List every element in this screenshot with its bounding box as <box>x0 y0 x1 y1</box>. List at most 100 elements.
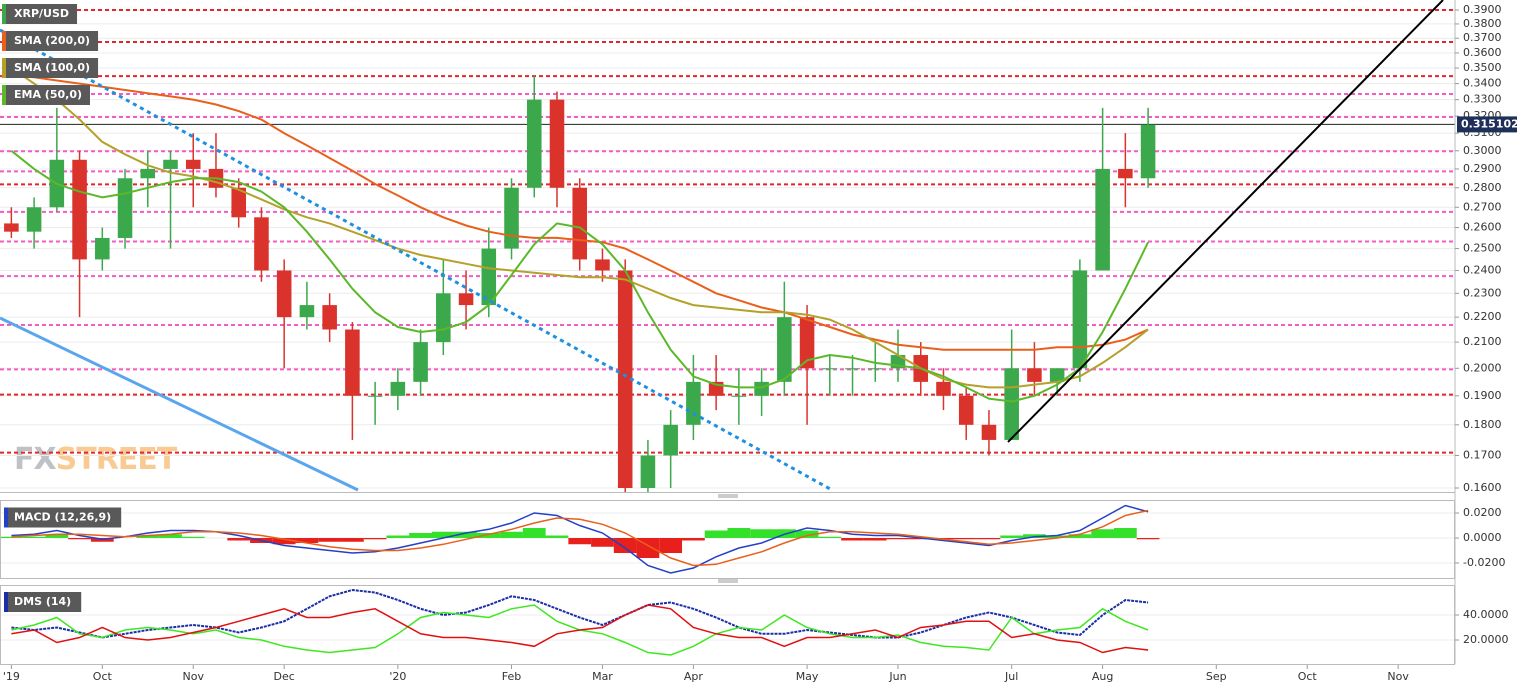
histogram-bar <box>45 534 69 538</box>
panel-title-box <box>4 507 122 528</box>
histogram-bar <box>591 538 614 547</box>
histogram-bar <box>409 533 432 538</box>
candle-body <box>367 395 383 397</box>
x-tick-label: Oct <box>1298 670 1318 683</box>
panel-title-label: DMS (14) <box>14 595 71 608</box>
legend-item: XRP/USD <box>2 4 78 24</box>
histogram-bar <box>0 536 23 538</box>
candle-body <box>799 317 815 369</box>
legend-swatch <box>2 58 6 78</box>
histogram-bar <box>750 529 773 538</box>
histogram-bar <box>704 530 728 538</box>
histogram-bar <box>1136 538 1160 540</box>
histogram-bar <box>363 538 387 540</box>
candle-body <box>731 395 747 397</box>
histogram-bar <box>477 533 501 538</box>
histogram-bar <box>977 538 1001 540</box>
trendlines <box>0 0 1444 492</box>
series-line <box>10 150 1149 403</box>
histogram-bar <box>1068 534 1092 538</box>
candle-body <box>436 293 451 343</box>
y-tick-label: 0.2700 <box>1463 200 1502 213</box>
y-tick-label: 0.3400 <box>1463 77 1502 90</box>
candle-body <box>1118 168 1133 179</box>
histogram-bar <box>545 535 569 538</box>
price-tag: 0.315102 <box>1457 116 1519 133</box>
panel-border <box>0 500 1455 579</box>
x-tick-label: Nov <box>183 670 205 683</box>
histogram-bar <box>227 538 251 541</box>
x-tick-label: '20 <box>389 670 406 683</box>
candle-body <box>867 368 883 370</box>
histogram-bar <box>318 538 342 542</box>
histogram-bar <box>727 528 751 538</box>
x-tick-label: Dec <box>274 670 295 683</box>
legend-box <box>2 31 99 51</box>
y-tick-label: 0.2800 <box>1463 181 1502 194</box>
candle-body <box>1140 124 1156 179</box>
histogram-bar <box>1045 535 1069 538</box>
x-tick-label: Mar <box>592 670 613 683</box>
legend-box <box>2 4 78 24</box>
candle-body <box>140 168 156 179</box>
trendline <box>0 316 359 492</box>
y-tick-label: 0.1800 <box>1463 418 1502 431</box>
candle-body <box>845 368 860 370</box>
panel-title-swatch <box>4 592 8 612</box>
candle-body <box>458 293 474 306</box>
series-line <box>11 504 1149 574</box>
candle-body <box>595 259 610 271</box>
y-tick-label: 0.3000 <box>1463 144 1502 157</box>
candle-body <box>185 159 201 169</box>
candle-body <box>572 187 588 260</box>
candle-body <box>276 270 292 318</box>
y-tick-label: 0.3600 <box>1463 46 1502 59</box>
series-line <box>11 588 1149 639</box>
candle-body <box>981 424 997 440</box>
y-tick-label: 0.2100 <box>1463 335 1502 348</box>
candle-body <box>1095 168 1110 271</box>
macd-panel <box>0 504 1455 574</box>
histogram-bar <box>1000 535 1024 538</box>
candle-body <box>1004 368 1019 440</box>
price-tag-label: 0.315102 <box>1461 117 1519 130</box>
legend-label: XRP/USD <box>14 7 69 20</box>
panel-title-label: MACD (12,26,9) <box>14 511 111 524</box>
candle-body <box>1049 368 1065 382</box>
watermark: FXSTREET <box>14 442 178 477</box>
y-tick-label: 0.0000 <box>1463 531 1502 544</box>
watermark-street: STREET <box>56 442 178 477</box>
candle-body <box>663 424 678 456</box>
histogram-bar <box>841 538 864 541</box>
candle-body <box>822 368 838 370</box>
candle-body <box>345 329 360 396</box>
y-tick-label: 0.3300 <box>1463 93 1502 106</box>
y-tick-label: 0.3900 <box>1463 3 1502 16</box>
x-tick-label: Aug <box>1092 670 1113 683</box>
candle-body <box>526 99 542 188</box>
dms-panel <box>0 588 1455 656</box>
y-tick-label: 20.0000 <box>1463 633 1509 646</box>
candle-body <box>390 381 406 396</box>
y-tick-label: -0.0200 <box>1463 556 1505 569</box>
histogram-bar <box>181 536 205 538</box>
candle-body <box>72 159 87 260</box>
price-panel: FXSTREET <box>0 9 1455 492</box>
candle-body <box>1027 368 1042 382</box>
legend: XRP/USD SMA (200,0) SMA (100,0) EMA (50,0) M… <box>2 4 122 612</box>
watermark-fx: FX <box>14 442 56 477</box>
panel-border <box>0 585 1455 665</box>
candle-body <box>117 178 133 238</box>
histogram-bar <box>954 538 978 540</box>
x-tick-label: '19 <box>3 670 20 683</box>
candle-body <box>754 381 769 396</box>
y-tick-label: 0.2300 <box>1463 286 1502 299</box>
histogram-bar <box>431 531 455 538</box>
y-tick-label: 0.2200 <box>1463 310 1502 323</box>
candle-body <box>1072 270 1088 369</box>
panel-title-swatch <box>4 507 8 528</box>
price-tag-box <box>1457 116 1517 133</box>
legend-item: SMA (200,0) <box>2 31 99 51</box>
histogram-bar <box>1113 528 1137 538</box>
